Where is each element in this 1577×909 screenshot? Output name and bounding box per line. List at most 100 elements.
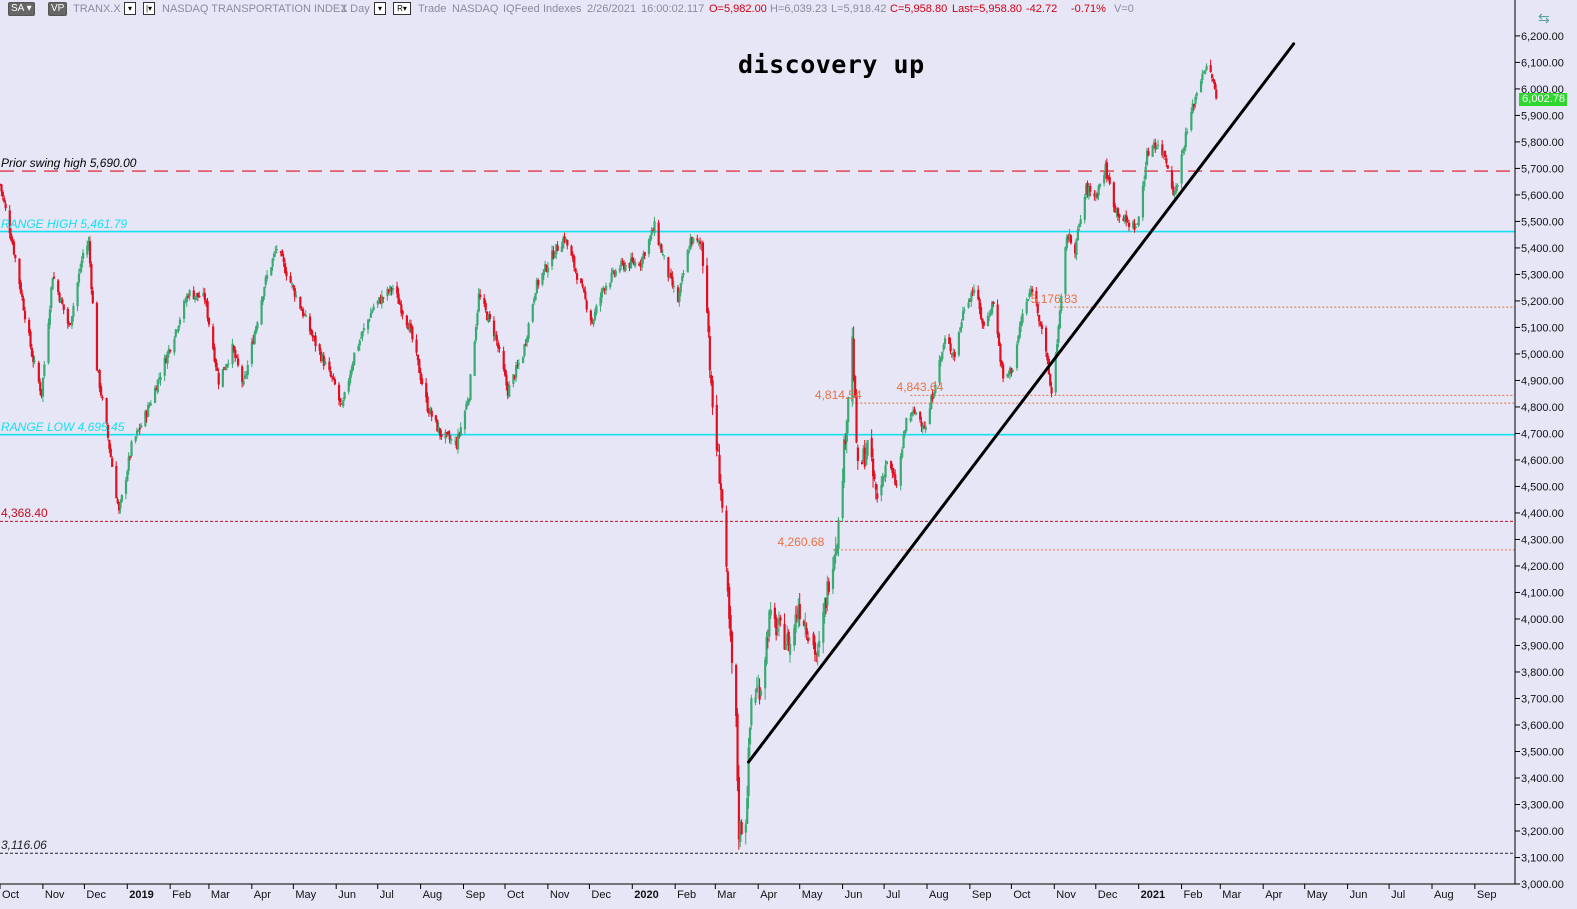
candle <box>166 350 169 369</box>
candle <box>76 281 79 312</box>
candle-body <box>678 291 681 302</box>
candle-body <box>234 349 237 358</box>
candle <box>207 317 211 328</box>
candle-body <box>795 614 799 618</box>
candle-body <box>466 401 469 406</box>
candle <box>231 338 234 368</box>
y-tick-label: 5,000.00 <box>1521 349 1564 361</box>
candle <box>487 313 490 324</box>
candle <box>957 331 961 358</box>
candle-body <box>311 334 314 338</box>
candle <box>234 346 237 363</box>
candle <box>914 411 918 416</box>
candle <box>40 389 43 399</box>
candle-body <box>571 254 574 259</box>
candle <box>371 309 374 314</box>
info-dropdown-icon[interactable]: |▾ <box>143 2 155 15</box>
candle <box>1123 214 1127 224</box>
arrows-icon[interactable]: ⇆ <box>1538 10 1550 26</box>
candle-body <box>1145 150 1149 165</box>
candle-body <box>95 303 99 371</box>
candle <box>1212 77 1215 84</box>
candle <box>1074 242 1077 259</box>
candle-body <box>87 240 90 247</box>
candle <box>986 312 990 327</box>
candle <box>50 286 53 313</box>
candle <box>609 282 612 290</box>
candle <box>1152 139 1156 150</box>
candle <box>977 285 980 301</box>
candle-body <box>487 314 490 322</box>
candle <box>599 292 602 312</box>
vp-button[interactable]: VP <box>48 2 68 16</box>
candle-body <box>367 319 370 330</box>
candle-body <box>378 297 381 301</box>
sa-button[interactable]: SA ▾ <box>8 2 35 16</box>
candle-body <box>1211 74 1214 78</box>
candle-body <box>47 323 50 364</box>
symbol-label[interactable]: TRANX.X <box>73 3 121 15</box>
candle <box>275 245 278 254</box>
candle-body <box>786 634 789 643</box>
candle-body <box>816 650 819 656</box>
candle-body <box>1213 81 1216 89</box>
candle <box>459 422 462 437</box>
candle <box>851 327 854 407</box>
candle-body <box>512 374 515 384</box>
candle <box>502 346 505 372</box>
candle-body <box>30 347 34 357</box>
candle-body <box>746 797 749 824</box>
candle-body <box>582 288 586 292</box>
candle <box>884 459 887 483</box>
candle-body <box>1017 335 1020 343</box>
candle <box>939 356 943 367</box>
candle <box>463 409 467 435</box>
candle <box>706 257 709 314</box>
candle <box>52 271 56 280</box>
candle <box>1079 214 1082 227</box>
candle-body <box>21 293 24 298</box>
candle-body <box>1011 370 1014 372</box>
candle <box>584 286 587 301</box>
interval-label[interactable]: 1 Day <box>341 3 370 15</box>
candle-body <box>870 438 873 458</box>
interval-dropdown-icon[interactable]: ▾ <box>374 2 386 15</box>
candle-body <box>405 315 408 326</box>
candle <box>934 381 937 395</box>
candle <box>418 358 421 374</box>
y-tick-label: 3,900.00 <box>1521 640 1564 652</box>
candle <box>682 269 685 278</box>
candle-body <box>88 241 92 264</box>
symbol-dropdown-icon[interactable]: ▾ <box>124 2 136 15</box>
candle-body <box>542 269 545 276</box>
candle-body <box>1193 104 1196 107</box>
candle <box>361 330 364 342</box>
candle-body <box>14 255 17 259</box>
candle <box>169 349 172 354</box>
candle-body <box>126 471 129 481</box>
candle <box>378 297 381 304</box>
candle-body <box>483 298 486 304</box>
candle-body <box>652 230 655 232</box>
candle <box>1002 361 1005 383</box>
candle-body <box>479 294 482 298</box>
candle-body <box>1097 185 1100 196</box>
y-tick-label: 5,700.00 <box>1521 163 1564 175</box>
candle <box>1132 219 1135 230</box>
r-button[interactable]: R▾ <box>393 2 411 15</box>
candle <box>931 389 934 403</box>
candle-body <box>76 282 79 307</box>
candle <box>386 286 389 301</box>
candle <box>895 480 898 488</box>
candle <box>647 238 651 258</box>
candle-body <box>730 631 734 663</box>
candle <box>196 292 200 302</box>
last-price-tag: 6,002.78 <box>1519 93 1567 106</box>
candle <box>679 282 682 297</box>
candle-body <box>427 411 431 414</box>
candle <box>362 322 366 333</box>
candle <box>357 343 360 352</box>
candle-body <box>692 237 695 243</box>
candles <box>0 59 1218 850</box>
